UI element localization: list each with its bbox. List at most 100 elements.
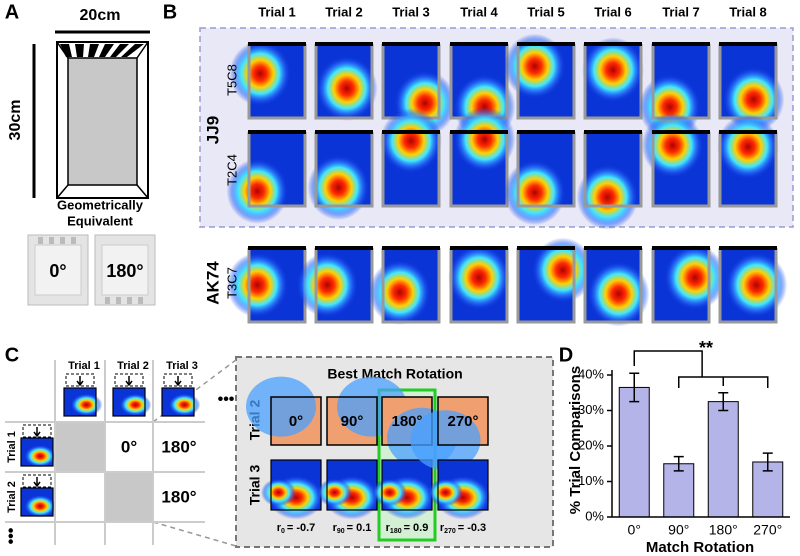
mini-stripe xyxy=(138,297,143,304)
bar xyxy=(618,386,650,518)
correlation-value: -0.7 xyxy=(296,522,315,534)
firing-field xyxy=(24,445,57,468)
error-bar xyxy=(718,392,729,412)
firing-field xyxy=(307,154,370,221)
error-bar xyxy=(629,372,640,403)
orientation-arrow xyxy=(33,477,41,488)
firing-field xyxy=(532,237,594,303)
trial-header: Trial 2 xyxy=(325,4,363,19)
correlation-value: 0.9 xyxy=(413,522,428,534)
correlation-subscript: 180 xyxy=(390,528,402,535)
firing-field xyxy=(582,37,644,103)
rate-map xyxy=(504,33,576,120)
trial-header: Trial 7 xyxy=(662,4,700,19)
map-frame xyxy=(112,387,146,417)
firing-field xyxy=(641,112,704,178)
map-frame xyxy=(63,387,97,417)
correlation-value: 0.1 xyxy=(356,522,371,534)
cue-stripe xyxy=(88,44,99,57)
cue-stripe xyxy=(121,44,144,57)
dimension-label: 30cm xyxy=(7,100,24,141)
field xyxy=(410,410,481,471)
mini-stripe xyxy=(71,237,76,244)
map-frame xyxy=(718,132,778,208)
correlation-value: -0.3 xyxy=(467,522,486,534)
map-frame xyxy=(516,132,576,208)
firing-field xyxy=(296,252,359,318)
orientation-arrow xyxy=(33,427,41,438)
rate-map xyxy=(516,237,594,324)
rate-map xyxy=(261,459,324,520)
cell-label: T2C4 xyxy=(224,154,239,186)
rate-map xyxy=(372,459,435,520)
firing-field xyxy=(226,252,289,318)
rate-map xyxy=(717,114,779,208)
firing-field xyxy=(119,393,152,416)
y-tick-label: 10% xyxy=(578,473,604,488)
map-frame xyxy=(449,248,509,324)
firing-field xyxy=(722,66,785,133)
map-frame xyxy=(20,487,54,517)
rotation-label: 0° xyxy=(49,261,66,281)
panel-label: C xyxy=(5,344,19,366)
rate-map xyxy=(428,459,491,520)
ellipsis: ••• xyxy=(3,527,20,544)
mini-stripe xyxy=(49,237,54,244)
firing-field xyxy=(372,478,407,507)
correlation-relation: = xyxy=(458,522,464,534)
arena-edge xyxy=(56,184,69,199)
map-frame xyxy=(381,132,441,208)
significance: ** xyxy=(699,338,713,358)
firing-field xyxy=(725,252,788,318)
firing-field xyxy=(380,108,442,174)
trial-header: Trial 8 xyxy=(729,4,767,19)
y-tick-label: 30% xyxy=(578,402,604,417)
rotated-map xyxy=(410,396,489,471)
match-value: 180° xyxy=(161,437,196,456)
rotated-map xyxy=(246,376,322,446)
correlation-symbol: r xyxy=(333,522,338,534)
error-bar xyxy=(762,452,773,472)
panel-label: A xyxy=(5,1,19,23)
rate-map xyxy=(161,387,201,417)
caption: Equivalent xyxy=(67,213,133,228)
trial-header: Trial 4 xyxy=(460,4,498,19)
rate-map xyxy=(449,106,516,208)
connector xyxy=(152,521,237,547)
map-frame xyxy=(270,396,322,446)
rate-map xyxy=(317,459,380,520)
animal-label: JJ9 xyxy=(203,116,222,144)
correlation-label: r0 = -0.7 xyxy=(277,522,316,535)
trial-header: Trial 1 xyxy=(258,4,296,19)
arena-floor xyxy=(67,57,138,186)
cue-stripe xyxy=(60,44,72,57)
map-frame xyxy=(651,248,711,324)
rate-map xyxy=(718,246,788,324)
map-frame xyxy=(381,248,441,324)
map-frame xyxy=(20,437,54,467)
firing-field xyxy=(24,495,57,518)
rate-map xyxy=(20,487,57,518)
column-header: Trial 3 xyxy=(166,360,198,372)
map-frame xyxy=(437,396,489,446)
rate-map xyxy=(20,437,57,468)
ellipsis: ••• xyxy=(218,391,235,408)
cue-stripe xyxy=(75,44,84,57)
rate-map xyxy=(582,37,644,120)
rotation-label: 270° xyxy=(447,413,478,430)
cell-label: T5C8 xyxy=(224,64,239,96)
rate-map xyxy=(112,387,152,417)
rotation-label: 0° xyxy=(289,413,303,430)
firing-field xyxy=(229,41,291,107)
firing-field xyxy=(70,393,103,416)
firing-field xyxy=(428,478,463,507)
map-frame xyxy=(651,132,711,208)
row-header: Trial 2 xyxy=(6,481,18,513)
panel-label: D xyxy=(559,344,573,366)
orientation-arrow xyxy=(76,376,84,387)
correlation-symbol: r xyxy=(386,522,391,534)
firing-field xyxy=(316,55,378,121)
firing-field xyxy=(504,160,566,226)
map-frame xyxy=(583,132,643,208)
